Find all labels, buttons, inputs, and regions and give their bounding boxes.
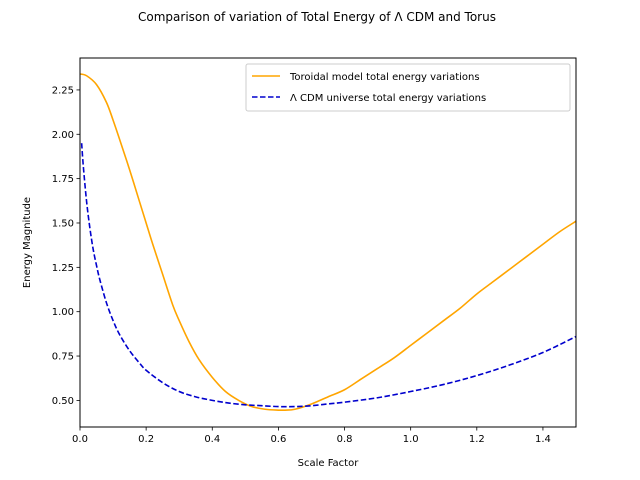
legend: Toroidal model total energy variations Λ … xyxy=(245,63,571,112)
x-axis-label: Scale Factor xyxy=(298,458,360,469)
x-tick-label: 0.0 xyxy=(72,434,88,445)
legend-label-0: Toroidal model total energy variations xyxy=(289,72,480,83)
y-tick-label: 1.25 xyxy=(52,263,74,274)
y-axis-label: Energy Magnitude xyxy=(22,197,33,288)
x-tick-label: 1.2 xyxy=(469,434,485,445)
y-tick-label: 2.00 xyxy=(52,130,74,141)
y-tick-label: 1.75 xyxy=(52,174,74,185)
y-tick-label: 0.50 xyxy=(52,396,74,407)
x-tick-label: 1.4 xyxy=(535,434,551,445)
series-layer xyxy=(80,73,576,412)
y-tick-label: 1.50 xyxy=(52,218,74,229)
y-tick-label: 0.75 xyxy=(52,352,74,363)
series-line-0 xyxy=(80,73,576,412)
x-tick-label: 0.4 xyxy=(204,434,220,445)
x-tick-label: 0.8 xyxy=(337,434,353,445)
y-tick-label: 2.25 xyxy=(52,85,74,96)
x-tick-label: 0.2 xyxy=(138,434,154,445)
legend-box xyxy=(245,63,571,112)
series-line-1 xyxy=(80,143,576,408)
legend-label-1: Λ CDM universe total energy variations xyxy=(290,93,486,104)
y-tick-label: 1.00 xyxy=(52,307,74,318)
axes: 0.0 0.2 0.4 0.6 0.8 1.0 1.2 1.4 0.50 0.75 1.00 1.25… xyxy=(52,85,551,445)
x-tick-label: 0.6 xyxy=(270,434,286,445)
chart-title: Comparison of variation of Total Energy … xyxy=(138,10,496,24)
plot-frame xyxy=(79,57,577,428)
x-tick-label: 1.0 xyxy=(403,434,419,445)
